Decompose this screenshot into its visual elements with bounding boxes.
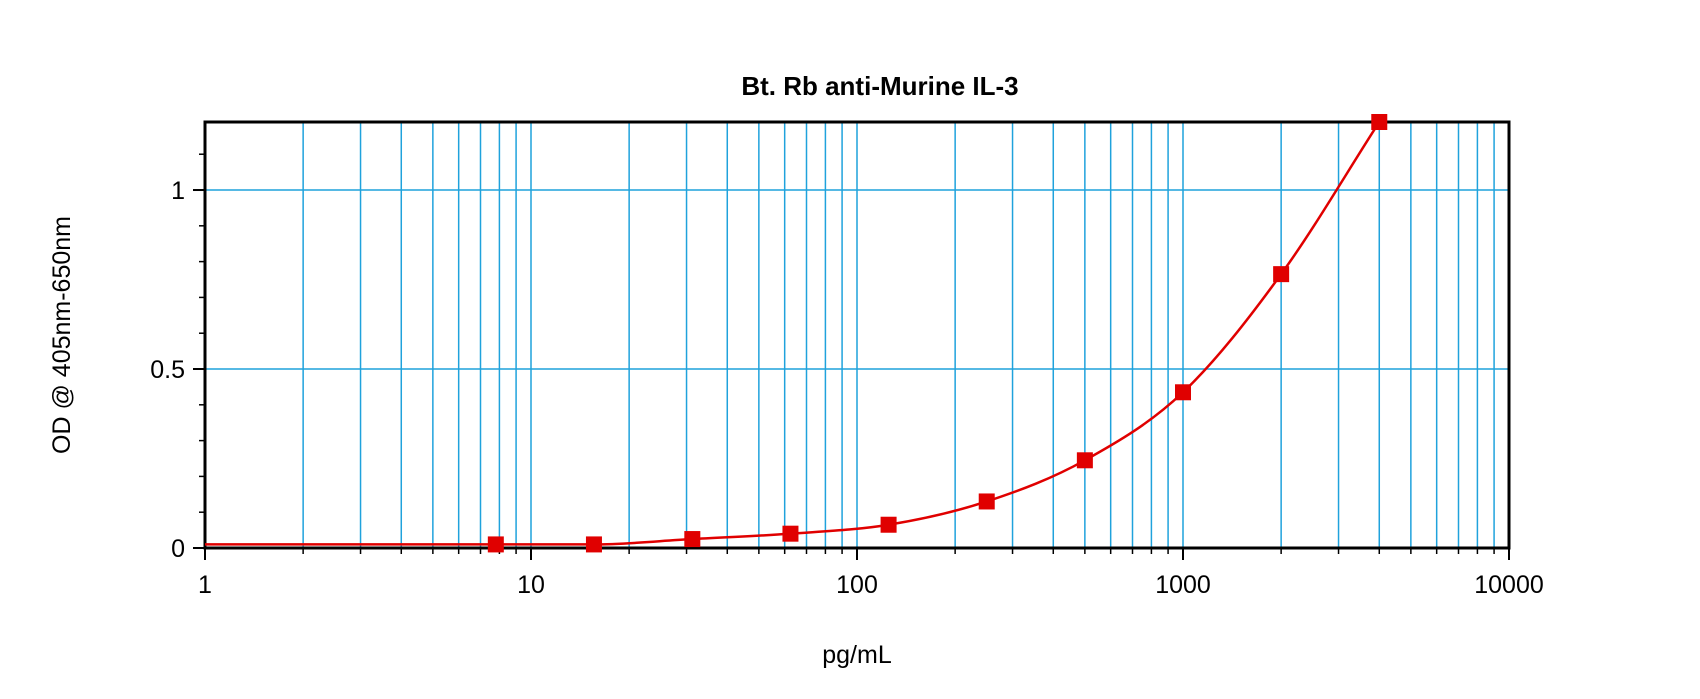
data-point <box>782 525 799 542</box>
tick-labels: 1 10 100 1000 10000 0 0.5 1 <box>150 177 1544 599</box>
axis-ticks <box>193 153 1510 560</box>
data-point <box>487 536 504 553</box>
x-tick-label: 10 <box>517 571 545 599</box>
series <box>205 114 1388 553</box>
data-point <box>1371 114 1388 130</box>
data-point <box>585 536 602 553</box>
x-tick-label: 1000 <box>1155 571 1211 599</box>
data-point <box>880 516 897 533</box>
y-tick-label: 0.5 <box>150 356 185 384</box>
x-axis-label: pg/mL <box>822 641 892 669</box>
data-point <box>1076 452 1093 469</box>
chart-title: Bt. Rb anti-Murine IL-3 <box>741 71 1018 101</box>
data-point <box>684 531 701 548</box>
x-tick-label: 1 <box>198 571 212 599</box>
y-tick-label: 1 <box>171 177 185 205</box>
grid <box>205 122 1509 548</box>
data-point <box>1273 266 1290 283</box>
x-tick-label: 10000 <box>1474 571 1544 599</box>
data-point <box>1175 384 1191 401</box>
fit-curve <box>205 121 1381 546</box>
y-tick-label: 0 <box>171 535 185 563</box>
y-axis-label: OD @ 405nm-650nm <box>48 216 76 454</box>
data-point <box>978 493 995 510</box>
x-tick-label: 100 <box>836 571 878 599</box>
